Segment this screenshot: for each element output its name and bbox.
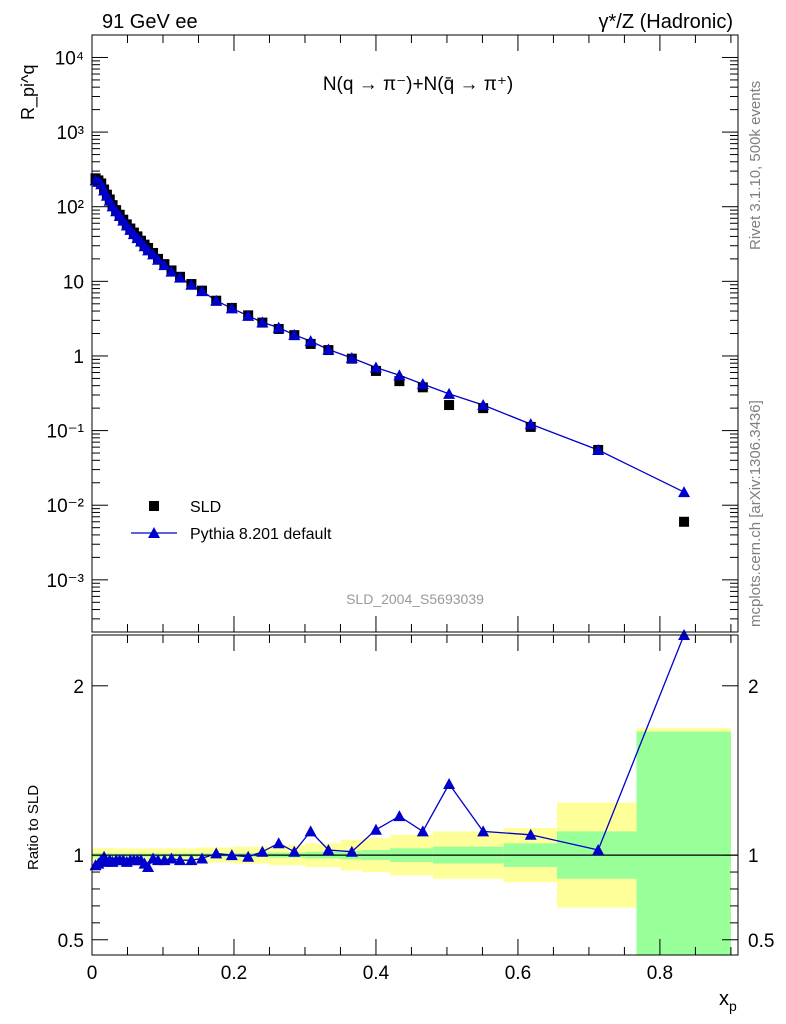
ratio-point-mc	[142, 860, 155, 872]
header-left: 91 GeV ee	[102, 11, 198, 33]
legend: SLD Pythia 8.201 default	[131, 499, 332, 543]
ratio-point-mc	[185, 854, 198, 866]
ratio-panel: 0.5 0.5 1 1 2 2 0 0.2 0.4 0.6 0.8 Ratio to SLD xp	[25, 629, 774, 1014]
legend-marker-mc	[148, 527, 160, 538]
main-ylabel-text: R_pi^q	[18, 65, 39, 120]
data-point-sld	[444, 400, 455, 411]
xlabel-sub: p	[729, 998, 737, 1014]
legend-label-sld: SLD	[190, 499, 221, 516]
main-ytick-label: 10⁻³	[47, 571, 85, 592]
data-point-mc	[393, 369, 406, 381]
main-ytick-label: 1	[73, 347, 84, 368]
analysis-label: SLD_2004_S5693039	[346, 591, 484, 607]
data-point-mc	[196, 285, 209, 297]
ratio-xtick-label: 0.8	[647, 963, 673, 984]
data-point-mc	[147, 248, 160, 260]
main-plot-area	[89, 173, 691, 527]
ratio-point-mc	[322, 844, 335, 856]
ratio-point-mc	[592, 844, 605, 856]
xlabel-main: x	[719, 988, 729, 1010]
ratio-point-mc	[443, 777, 456, 789]
data-point-sld	[679, 516, 690, 527]
main-ytick-label: 10⁻¹	[47, 422, 85, 443]
main-title: N(q → π⁻)+N(q̄ → π⁺)	[323, 74, 513, 95]
legend-label-mc: Pythia 8.201 default	[190, 526, 332, 543]
main-ylabel: R_pi^q	[18, 65, 39, 120]
data-point-mc	[678, 486, 691, 498]
main-panel: 10⁻³ 10⁻² 10⁻¹ 1 10 10² 10³ 10⁴ N(q → π⁻)+N(q̄ …	[18, 34, 739, 633]
ratio-point-mc	[242, 850, 255, 862]
ratio-ytick-label-right: 2	[748, 677, 759, 698]
data-point-mc	[185, 278, 198, 290]
data-point-mc	[256, 316, 269, 328]
data-point-mc	[416, 378, 429, 390]
ratio-ytick-label: 1	[73, 846, 84, 867]
main-ytick-label: 10²	[57, 198, 84, 219]
ratio-axes: 0.5 0.5 1 1 2 2 0 0.2 0.4 0.6 0.8	[58, 635, 774, 984]
main-ytick-label: 10	[63, 272, 84, 293]
ratio-xtick-label: 0.4	[363, 963, 390, 984]
ratio-point-mc	[272, 837, 285, 849]
data-point-mc	[242, 309, 255, 321]
main-axes: 10⁻³ 10⁻² 10⁻¹ 1 10 10² 10³ 10⁴	[47, 34, 738, 633]
data-point-mc	[174, 271, 187, 283]
ratio-xtick-label: 0.2	[221, 963, 247, 984]
data-point-mc	[210, 294, 223, 306]
mcplots-label: mcplots.cern.ch [arXiv:1306.3436]	[747, 400, 764, 627]
main-ytick-label: 10⁴	[55, 48, 84, 69]
legend-marker-sld	[149, 501, 159, 511]
ratio-point-mc	[210, 847, 223, 859]
data-point-mc	[322, 343, 335, 355]
band-stat	[636, 731, 731, 955]
ratio-point-mc	[165, 852, 178, 864]
data-point-mc	[158, 259, 171, 271]
ratio-xlabel: xp	[719, 988, 737, 1014]
ratio-ytick-label: 2	[73, 677, 84, 698]
ratio-xtick-label: 0	[87, 963, 98, 984]
main-ytick-label: 10³	[57, 123, 84, 144]
ratio-point-mc	[304, 825, 317, 837]
ratio-xtick-label: 0.6	[505, 963, 531, 984]
data-point-mc	[345, 351, 358, 363]
ratio-point-mc	[225, 849, 238, 861]
rivet-label: Rivet 3.1.10, 500k events	[747, 81, 764, 250]
ratio-point-mc	[345, 845, 358, 857]
ratio-point-mc	[288, 845, 301, 857]
ratio-point-mc	[256, 845, 269, 857]
ratio-point-mc	[416, 825, 429, 837]
ratio-point-mc	[477, 825, 490, 837]
ratio-point-mc	[524, 828, 537, 840]
data-point-mc	[592, 443, 605, 455]
ratio-point-mc	[174, 854, 187, 866]
ratio-ytick-label: 0.5	[58, 931, 84, 952]
data-point-mc	[272, 321, 285, 333]
header-right: γ*/Z (Hadronic)	[599, 11, 733, 33]
ratio-point-mc	[196, 852, 209, 864]
data-point-sld	[394, 376, 405, 387]
data-point-mc	[477, 399, 490, 411]
data-point-mc	[288, 328, 301, 340]
data-point-mc	[369, 361, 382, 373]
ratio-point-mc	[393, 810, 406, 822]
ratio-point-mc	[369, 823, 382, 835]
data-point-mc	[524, 418, 537, 430]
data-point-mc	[152, 253, 165, 265]
ratio-ytick-label-right: 0.5	[748, 931, 774, 952]
data-point-mc	[225, 302, 238, 314]
ratio-plot-area	[89, 629, 738, 955]
data-point-mc	[165, 265, 178, 277]
main-ytick-label: 10⁻²	[47, 496, 85, 517]
data-point-mc	[304, 335, 317, 347]
ratio-ytick-label-right: 1	[748, 846, 759, 867]
ratio-frame	[91, 634, 739, 956]
data-point-mc	[443, 387, 456, 399]
ratio-ylabel: Ratio to SLD	[25, 785, 42, 870]
main-frame	[91, 34, 739, 633]
